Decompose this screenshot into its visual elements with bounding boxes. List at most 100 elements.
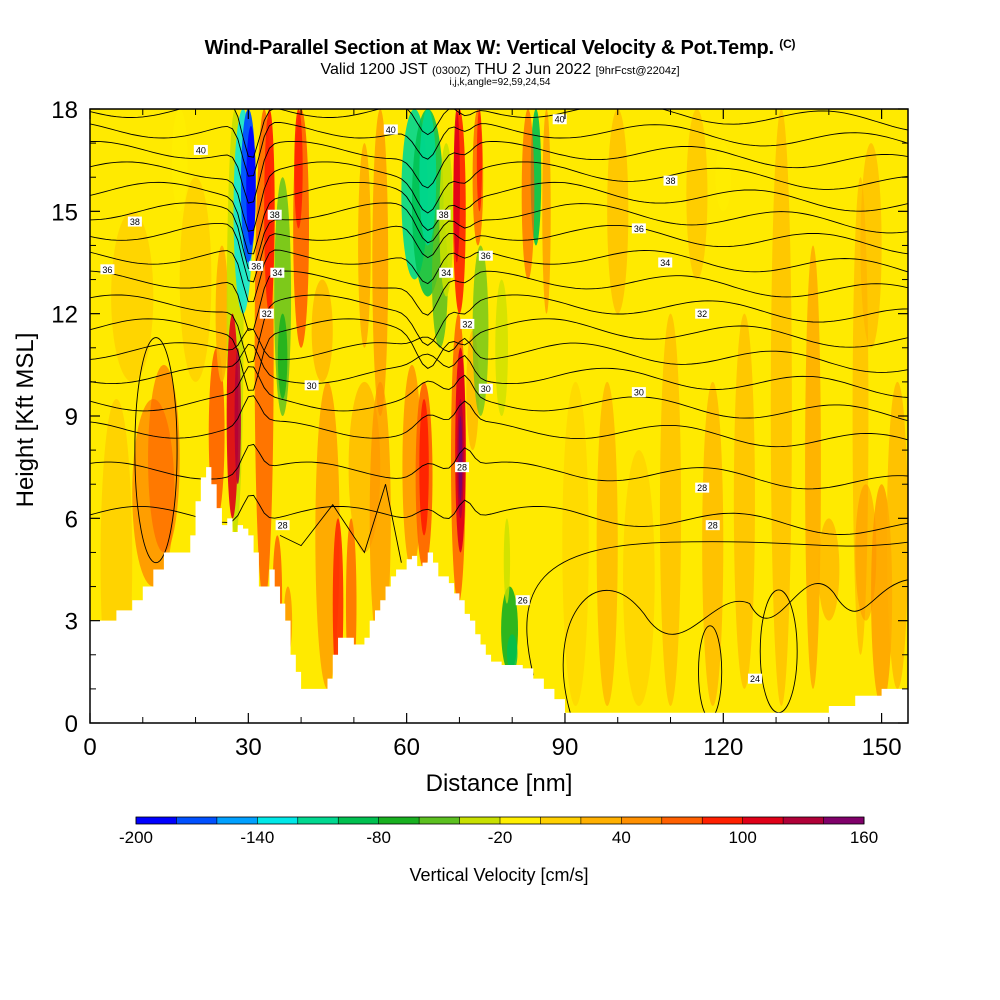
contour-label: 38: [663, 175, 678, 186]
velocity-cell: [453, 109, 460, 263]
contour-label-box: [552, 114, 567, 125]
velocity-cell: [369, 381, 391, 655]
colorbar-swatch: [661, 817, 703, 824]
velocity-cell: [419, 109, 437, 246]
velocity-cell: [521, 109, 535, 280]
y-tick-label: 12: [51, 302, 78, 329]
velocity-cell: [226, 313, 239, 519]
velocity-cell: [770, 109, 792, 706]
velocity-cell: [179, 177, 212, 382]
contour-label-text: 38: [439, 210, 449, 220]
contour-label-box: [270, 267, 285, 278]
theta-contour-line: [90, 294, 908, 363]
chart-subtitle: Valid 1200 JST (0300Z) THU 2 Jun 2022 [9…: [320, 61, 680, 78]
velocity-field: [100, 109, 908, 723]
velocity-cell: [277, 313, 288, 399]
contour-label-text: 28: [457, 463, 467, 473]
contour-label-box: [478, 250, 493, 261]
contour-label-box: [267, 209, 282, 220]
contour-label-text: 38: [666, 176, 676, 186]
contour-label: 30: [478, 383, 493, 394]
velocity-cell: [215, 245, 229, 382]
contour-label-box: [747, 673, 762, 684]
chart-title: Wind-Parallel Section at Max W: Vertical…: [204, 37, 796, 59]
velocity-cell: [458, 416, 463, 502]
contour-label-box: [249, 260, 264, 271]
theta-contour-line: [90, 318, 908, 391]
contour-label-box: [455, 462, 470, 473]
colorbar-swatch: [297, 817, 339, 824]
contour-label-text: 36: [481, 251, 491, 261]
contour-label: 28: [275, 520, 290, 531]
theta-contour-line: [90, 109, 908, 158]
velocity-cell: [886, 381, 908, 689]
contour-label-text: 36: [102, 265, 112, 275]
contour-label-box: [695, 308, 710, 319]
theta-contour-line: [526, 541, 908, 676]
velocity-cell: [234, 347, 241, 485]
contour-label: 36: [631, 223, 646, 234]
contour-label-text: 40: [386, 125, 396, 135]
velocity-cell: [294, 109, 303, 229]
theta-contour-line: [90, 328, 908, 373]
colorbar-tick-label: -140: [240, 828, 274, 847]
contour-label-box: [304, 380, 319, 391]
contour-label: 38: [436, 209, 451, 220]
x-tick-label: 0: [83, 734, 96, 761]
velocity-cell: [855, 484, 877, 621]
contour-label-box: [705, 520, 720, 531]
contour-label-text: 28: [708, 521, 718, 531]
theta-contour-line: [562, 579, 908, 713]
x-tick-label: 30: [235, 734, 262, 761]
velocity-cell: [733, 313, 755, 689]
contour-label: 30: [631, 387, 646, 398]
contour-label: 26: [515, 595, 530, 606]
contour-labels: 40 40 40 38 38 38 38 36 36 36 36 34 34 34 32 32 32 30 30 30…: [100, 114, 762, 684]
contour-label: 36: [100, 264, 115, 275]
colorbar-swatch: [338, 817, 380, 824]
colorbar-swatch: [702, 817, 744, 824]
contour-label: 24: [747, 673, 762, 684]
velocity-cell: [871, 484, 893, 706]
contour-label-box: [436, 209, 451, 220]
x-axis-label: Distance [nm]: [426, 770, 573, 797]
colorbar-swatch: [459, 817, 501, 824]
velocity-cell: [542, 109, 551, 314]
contour-label-text: 36: [634, 224, 644, 234]
contour-label-text: 30: [634, 388, 644, 398]
contour-label-text: 38: [130, 217, 140, 227]
velocity-cell: [623, 450, 655, 706]
colorbar-swatch: [540, 817, 582, 824]
contour-label: 38: [127, 216, 142, 227]
velocity-cell: [596, 381, 618, 706]
contour-label-text: 28: [278, 521, 288, 531]
velocity-cell: [562, 381, 589, 706]
theta-contour-line: [90, 443, 908, 490]
velocity-cell: [311, 279, 333, 382]
contour-label-box: [478, 383, 493, 394]
velocity-cell: [506, 634, 518, 672]
theta-contour-line: [90, 222, 908, 283]
theta-contour-line: [90, 121, 908, 177]
velocity-cell: [148, 364, 180, 553]
velocity-cell: [818, 518, 840, 621]
contour-label-box: [127, 216, 142, 227]
velocity-cell: [111, 211, 154, 382]
theta-contours: [90, 109, 908, 719]
velocity-cell: [607, 109, 629, 314]
contour-label-text: 38: [270, 210, 280, 220]
colorbar-label: Vertical Velocity [cm/s]: [409, 865, 588, 885]
contour-label-text: 34: [441, 268, 451, 278]
theta-contour-line: [90, 161, 908, 232]
theta-contour-line: [90, 140, 908, 204]
colorbar-swatch: [216, 817, 258, 824]
velocity-cell: [659, 313, 682, 706]
title-suffix: (C): [779, 37, 796, 51]
contour-label-box: [631, 387, 646, 398]
contour-label: 40: [552, 114, 567, 125]
contour-label: 32: [259, 308, 274, 319]
contour-label: 34: [270, 267, 285, 278]
plot-area: 40 40 40 38 38 38 38 36 36 36 36 34 34 34 32 32 32 30 30 30…: [90, 109, 908, 723]
